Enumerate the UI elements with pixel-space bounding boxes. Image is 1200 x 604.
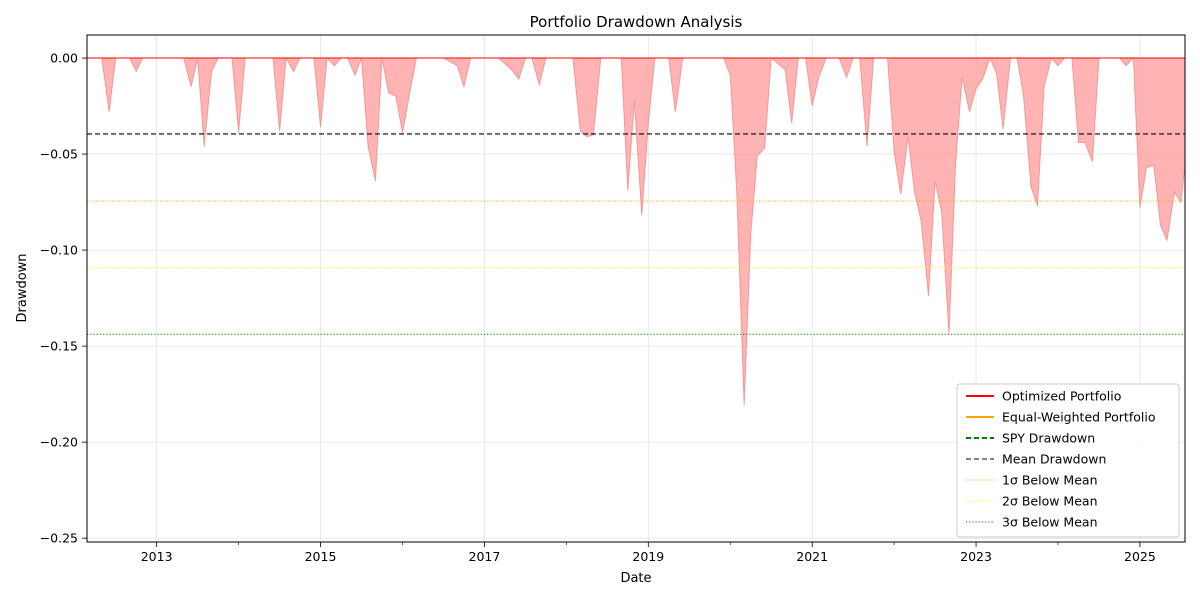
legend-label: 3σ Below Mean xyxy=(1002,515,1098,530)
x-axis-label: Date xyxy=(620,571,651,586)
plot-area xyxy=(87,56,1186,406)
legend-label: Equal-Weighted Portfolio xyxy=(1002,410,1155,425)
legend-label: Mean Drawdown xyxy=(1002,452,1106,467)
x-axis: 2013 2015 2017 2019 2021 2023 2025 xyxy=(141,542,1156,564)
y-tick-label: −0.15 xyxy=(40,339,78,354)
y-axis: 0.00 −0.05 −0.10 −0.15 −0.20 −0.25 xyxy=(40,51,87,546)
legend-label: Optimized Portfolio xyxy=(1002,389,1121,404)
y-tick-label: 0.00 xyxy=(50,51,78,66)
x-tick-label: 2015 xyxy=(305,549,337,564)
x-tick-label: 2023 xyxy=(960,549,992,564)
reference-lines xyxy=(87,133,1185,335)
drawdown-fill xyxy=(87,58,1185,406)
x-tick-label: 2017 xyxy=(469,549,501,564)
legend-box xyxy=(956,383,1180,538)
y-axis-label: Drawdown xyxy=(15,253,30,322)
x-tick-label: 2025 xyxy=(1124,549,1156,564)
legend: Optimized Portfolio Equal-Weighted Portfo… xyxy=(956,383,1180,538)
y-tick-label: −0.20 xyxy=(40,435,78,450)
legend-label: 1σ Below Mean xyxy=(1002,473,1098,488)
axes-frame xyxy=(86,34,1186,543)
legend-label: SPY Drawdown xyxy=(1002,431,1095,446)
x-tick-label: 2013 xyxy=(141,549,173,564)
y-tick-label: −0.25 xyxy=(40,531,78,546)
legend-label: 2σ Below Mean xyxy=(1002,494,1098,509)
y-tick-label: −0.10 xyxy=(40,243,78,258)
x-tick-label: 2021 xyxy=(796,549,828,564)
y-tick-label: −0.05 xyxy=(40,147,78,162)
x-tick-label: 2019 xyxy=(632,549,664,564)
chart-title: Portfolio Drawdown Analysis xyxy=(530,13,743,31)
